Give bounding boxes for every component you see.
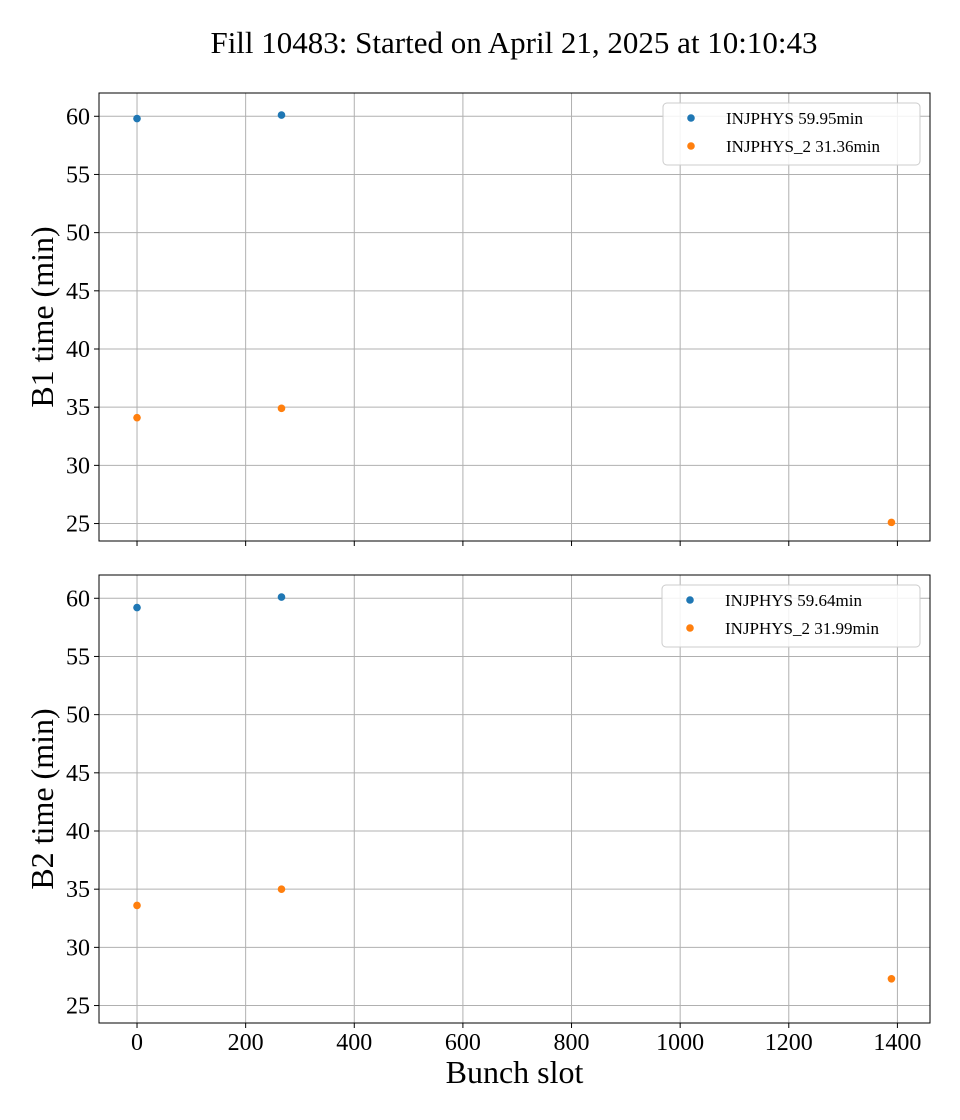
legend-marker: [686, 596, 694, 604]
y-tick-label: 45: [66, 761, 90, 787]
plot-frame: [98, 92, 931, 542]
y-axis-label: B2 time (min): [24, 708, 60, 889]
data-point-series-1: [133, 603, 141, 612]
data-point-series-2: [133, 901, 141, 910]
legend-marker: [687, 142, 695, 150]
x-tick-label: 800: [554, 1030, 590, 1056]
legend-label: INJPHYS_2 31.99min: [725, 619, 879, 638]
plot-frame: [98, 574, 931, 1024]
y-tick-label: 60: [66, 104, 90, 130]
legend-label: INJPHYS_2 31.36min: [726, 137, 880, 156]
y-tick-label: 50: [66, 221, 90, 247]
chart-panel-2: 0 200 400 600 800 1000 1200 1400 25 30 35 40 45 50 55 6…: [24, 574, 931, 1090]
legend-marker: [686, 624, 694, 632]
legend-frame: [661, 584, 921, 648]
x-tick-label: 1000: [656, 1030, 704, 1056]
legend-label: INJPHYS 59.64min: [725, 591, 862, 610]
data-point-series-1: [277, 593, 286, 601]
data-point-series-2: [887, 974, 896, 983]
x-axis-label: Bunch slot: [446, 1054, 584, 1090]
y-tick-label: 25: [66, 994, 90, 1020]
y-tick-label: 60: [66, 586, 90, 612]
chart-panels: 25 30 35 40 45 50 55 60 B1 time (min) INJPHYS 59.…: [24, 92, 931, 1090]
figure-title: Fill 10483: Started on April 21, 2025 at…: [210, 25, 817, 60]
y-tick-label: 25: [66, 512, 90, 538]
legend-marker: [687, 114, 695, 122]
y-tick-label: 40: [66, 819, 90, 845]
y-axis-label: B1 time (min): [24, 226, 60, 407]
y-tick-label: 40: [66, 337, 90, 363]
data-point-series-1: [277, 111, 286, 119]
x-tick-label: 200: [228, 1030, 264, 1056]
data-point-series-1: [133, 114, 141, 123]
x-tick-label: 600: [445, 1030, 481, 1056]
y-tick-label: 35: [66, 877, 90, 903]
data-point-series-2: [133, 413, 141, 422]
data-point-series-2: [887, 518, 896, 527]
data-point-series-2: [277, 885, 286, 893]
chart-panel-1: 25 30 35 40 45 50 55 60 B1 time (min) INJPHYS 59.…: [24, 92, 931, 546]
legend-frame: [662, 102, 921, 166]
legend: INJPHYS 59.64min INJPHYS_2 31.99min: [661, 584, 921, 648]
y-tick-label: 50: [66, 703, 90, 729]
x-tick-label: 0: [131, 1030, 143, 1056]
y-tick-label: 35: [66, 395, 90, 421]
x-tick-label: 1200: [765, 1030, 813, 1056]
y-tick-label: 55: [66, 644, 90, 670]
y-tick-label: 30: [66, 935, 90, 961]
y-tick-label: 55: [66, 162, 90, 188]
legend-label: INJPHYS 59.95min: [726, 109, 863, 128]
legend: INJPHYS 59.95min INJPHYS_2 31.36min: [662, 102, 921, 166]
x-tick-label: 1400: [873, 1030, 921, 1056]
data-point-series-2: [277, 404, 286, 413]
y-tick-label: 45: [66, 279, 90, 305]
y-tick-label: 30: [66, 453, 90, 479]
x-tick-label: 400: [336, 1030, 372, 1056]
